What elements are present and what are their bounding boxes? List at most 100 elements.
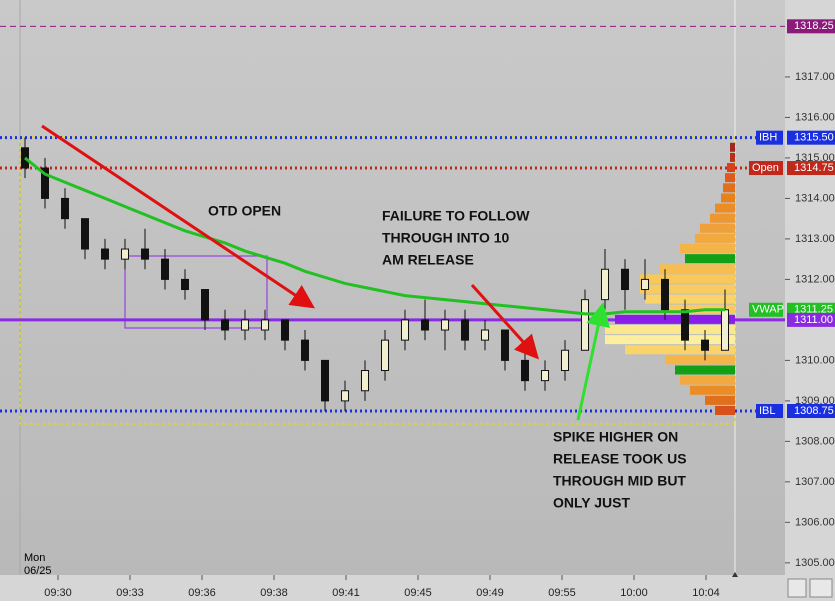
profile-bar [690,385,735,395]
profile-bar [730,152,735,162]
profile-bar [645,294,735,304]
y-tick-label: 1306.00 [795,516,835,528]
candle-body [541,370,549,382]
candle-body [501,329,509,361]
profile-bar [721,193,735,203]
candle-body [61,197,69,220]
candle-body [521,359,529,382]
candle-body [341,390,349,402]
x-tick-label: 10:04 [692,587,720,599]
price-axis [785,0,835,575]
profile-bar [730,142,735,152]
profile-bar [715,203,735,213]
candle-body [281,319,289,341]
annotation: ONLY JUST [553,495,630,511]
profile-bar [615,314,735,324]
candle-body [141,248,149,260]
profile-bar [727,163,735,173]
y-tick-label: 1315.00 [795,152,835,164]
level-name-tag [756,130,783,145]
date-label: Mon [24,552,45,564]
level-value: 1318.25 [794,20,834,32]
candle-body [441,319,449,331]
profile-bar [723,183,735,193]
x-tick-label: 09:36 [188,587,216,599]
y-tick-label: 1314.00 [795,192,835,204]
profile-bar [640,284,735,294]
profile-bar [625,345,735,355]
candle-body [461,319,469,341]
level-name: IBL [759,405,776,417]
annotation: THROUGH INTO 10 [382,230,510,246]
candle-body [401,319,409,341]
level-tag [787,404,835,419]
candle-body [41,167,49,199]
arrow [41,124,315,309]
x-tick-label: 09:45 [404,587,432,599]
profile-bar [675,365,735,375]
profile-bar [660,264,735,274]
candle-body [181,278,189,291]
candle-body [561,349,569,372]
candle-body [101,248,109,260]
y-tick-label: 1316.00 [795,111,835,123]
candle-body [681,309,689,341]
arrow [576,302,610,421]
profile-bar [665,355,735,365]
candle-body [421,319,429,331]
refresh-button[interactable] [787,578,807,598]
range-box [124,255,268,329]
y-tick-label: 1317.00 [795,71,835,83]
candle-body [81,218,89,250]
candle-body [701,339,709,351]
profile-bar [640,274,735,284]
level-tag [787,19,835,34]
annotation: SPIKE HIGHER ON [553,429,678,445]
level-tag [787,312,835,327]
level-value: 1311.00 [794,314,833,326]
y-tick-label: 1308.00 [795,435,835,447]
annotation: RELEASE TOOK US [553,451,687,467]
y-tick-label: 1312.00 [795,273,835,285]
candle-body [581,299,589,351]
candle-body [721,309,729,351]
y-tick-label: 1309.00 [795,395,835,407]
candle-body [241,319,249,331]
y-tick-label: 1310.00 [795,354,835,366]
level-value: 1311.25 [794,304,833,316]
profile-bar [680,375,735,385]
x-tick-label: 09:55 [548,587,576,599]
level-name-tag [756,404,783,419]
x-tick-label: 09:38 [260,587,288,599]
annotation: AM RELEASE [382,252,474,268]
level-value: 1315.50 [794,132,834,144]
candle-body [201,289,209,321]
annotation: FAILURE TO FOLLOW [382,208,530,224]
annotation: OTD OPEN [208,203,281,219]
candle-body [301,339,309,361]
x-tick-label: 09:41 [332,587,360,599]
profile-bar [605,335,735,345]
candle-body [261,319,269,331]
profile-bar [605,325,735,335]
y-tick-label: 1307.00 [795,476,835,488]
scroll-button[interactable] [809,578,833,598]
level-value: 1308.75 [794,405,834,417]
level-tag [787,161,835,176]
profile-bar [685,254,735,264]
candle-body [641,278,649,291]
candle-body [221,319,229,331]
level-tag [787,130,835,145]
candle-body [661,278,669,311]
y-tick-label: 1313.00 [795,233,835,245]
candle-body [621,268,629,291]
level-name-tag [749,161,783,176]
candle-body [321,359,329,402]
level-name: VWAP [752,304,784,316]
level-name-tag [749,302,783,317]
profile-bar [700,223,735,233]
profile-bar [680,244,735,254]
candle-body [161,258,169,280]
level-name: IBH [759,132,777,144]
